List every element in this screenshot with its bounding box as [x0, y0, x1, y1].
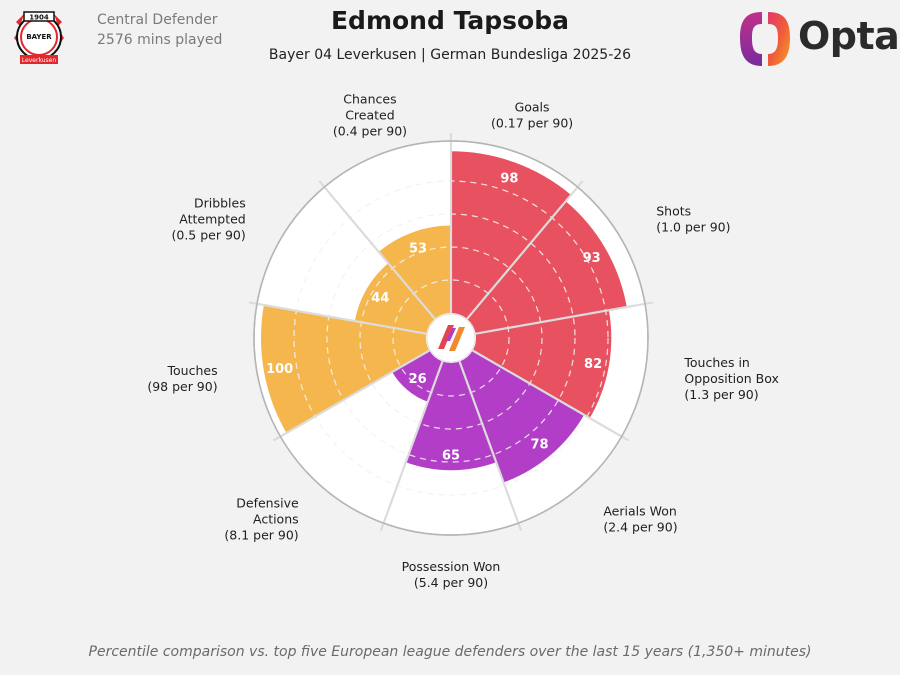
team-league-subtitle: Bayer 04 Leverkusen | German Bundesliga …: [268, 47, 632, 63]
value-label: 93: [583, 251, 601, 266]
minutes-played: 2576 mins played: [97, 32, 223, 48]
segment-divider: [248, 301, 427, 335]
value-label: 82: [584, 357, 602, 372]
svg-text:1904: 1904: [29, 14, 49, 22]
svg-text:BAYER: BAYER: [26, 33, 52, 41]
metric-label: Goals (0.17 per 90): [491, 99, 573, 130]
metric-label: Defensive Actions (8.1 per 90): [224, 496, 299, 543]
value-label: 53: [409, 241, 427, 256]
radar-outer-ring: [253, 140, 649, 536]
center-mark-left: [438, 325, 454, 349]
wedge-possession-won: [405, 361, 497, 471]
segment-divider: [472, 349, 630, 442]
player-name-title: Edmond Tapsoba: [330, 6, 569, 35]
metric-label: Possession Won (5.4 per 90): [402, 559, 501, 590]
percentile-ring: [392, 279, 510, 397]
segment-divider: [379, 361, 444, 532]
opta-mark-icon: [740, 12, 790, 66]
segment-divider: [318, 180, 436, 320]
wedge-goals: [451, 151, 572, 319]
footnote: Percentile comparison vs. top five Europ…: [88, 644, 812, 660]
metric-label: Dribbles Attempted (0.5 per 90): [172, 196, 246, 243]
opta-logo: Opta: [736, 8, 900, 70]
club-crest-logo: 1904 BAYER Leverkusen: [14, 11, 64, 64]
value-label: 100: [266, 362, 293, 377]
percentile-ring-shade: [392, 279, 510, 397]
player-info: Central Defender 2576 mins played: [97, 10, 222, 50]
value-label: 78: [530, 437, 548, 452]
wedge-touches-in-opposition-box: [472, 310, 612, 419]
wedge-shots: [467, 201, 627, 334]
metric-label: Chances Created (0.4 per 90): [333, 91, 407, 138]
wedge-aerials-won: [459, 350, 585, 483]
wedge-dribbles-attempted: [354, 263, 435, 334]
svg-text:Leverkusen: Leverkusen: [22, 57, 57, 64]
wedge-defensive-actions: [392, 350, 443, 402]
segment-divider: [466, 180, 584, 320]
segment-divider: [458, 361, 523, 532]
value-label: 26: [409, 372, 427, 387]
percentile-ring-shade: [359, 246, 543, 430]
metric-label: Aerials Won (2.4 per 90): [603, 504, 677, 535]
value-label: 65: [442, 448, 460, 463]
metric-label: Touches (98 per 90): [147, 363, 217, 394]
segment-divider: [272, 349, 430, 442]
opta-wordmark: Opta: [798, 14, 900, 58]
segment-divider: [475, 301, 654, 335]
wedge-touches: [261, 305, 430, 433]
metric-label: Touches in Opposition Box (1.3 per 90): [683, 355, 779, 402]
percentile-ring: [359, 246, 543, 430]
center-opta-icon: [438, 325, 465, 351]
center-mark-mid: [446, 328, 456, 341]
metric-label: Shots (1.0 per 90): [656, 204, 730, 235]
value-label: 98: [500, 172, 518, 187]
center-mark-right: [449, 327, 465, 351]
value-label: 44: [371, 291, 389, 306]
player-position: Central Defender: [97, 12, 218, 28]
